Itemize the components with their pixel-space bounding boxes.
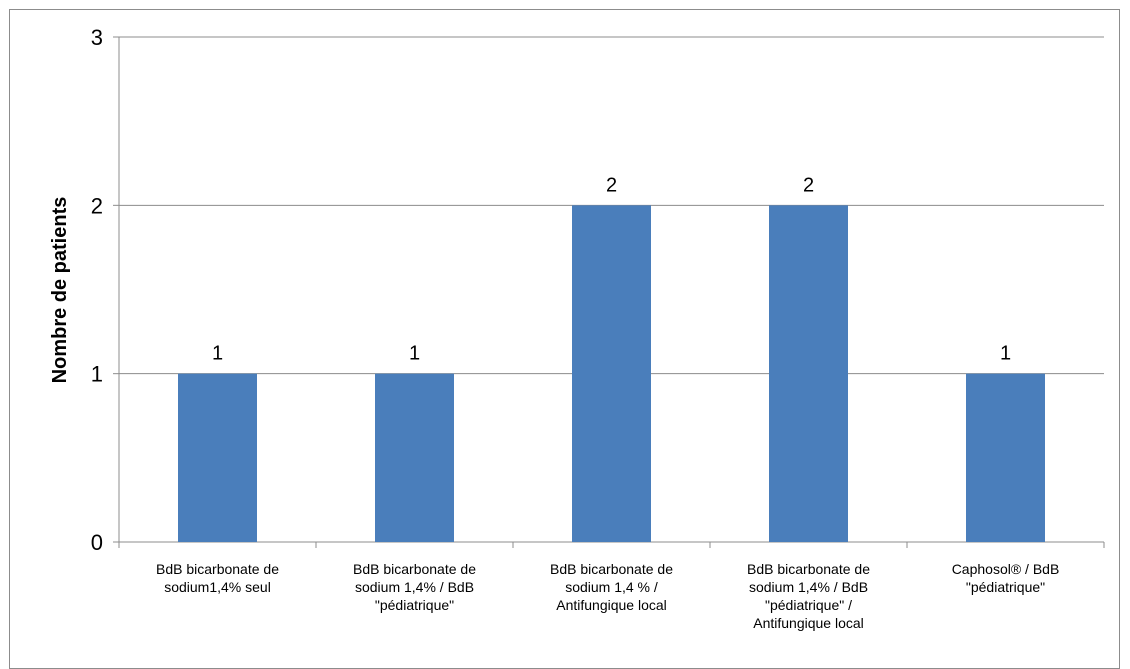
x-tick-label: BdB bicarbonate de (747, 561, 870, 577)
y-tick-label: 2 (91, 193, 103, 218)
x-tick-label: BdB bicarbonate de (156, 561, 279, 577)
x-tick-label: BdB bicarbonate de (550, 561, 673, 577)
bar (375, 373, 454, 542)
data-label: 1 (1000, 343, 1011, 365)
bar (769, 205, 848, 543)
data-label: 1 (212, 343, 223, 365)
x-tick-label: sodium1,4% seul (164, 579, 271, 595)
y-tick-label: 0 (91, 530, 103, 555)
x-tick-labels: BdB bicarbonate de sodium1,4% seul BdB bic… (156, 561, 1059, 631)
data-label: 1 (409, 343, 420, 365)
bar (178, 373, 257, 542)
chart-frame (9, 9, 1120, 669)
x-tick-label: Caphosol® / BdB (952, 561, 1060, 577)
data-label: 2 (606, 174, 617, 196)
x-tick-label: sodium 1,4% / BdB (749, 579, 868, 595)
x-tick-label: "pédiatrique" (966, 579, 1045, 595)
x-tick-label: BdB bicarbonate de (353, 561, 476, 577)
bars (178, 205, 1045, 543)
y-tick-labels: 0 1 2 3 (91, 25, 103, 555)
y-tick-label: 3 (91, 25, 103, 50)
data-labels: 1 1 2 2 1 (212, 174, 1011, 364)
bar-chart: 1 1 2 2 1 0 1 2 3 BdB bicarbonate de sodium1,4% … (49, 25, 1105, 631)
x-tick-label: Antifungique local (753, 615, 864, 631)
x-tick-label: sodium 1,4% / BdB (355, 579, 474, 595)
bar (966, 373, 1045, 542)
x-tick-label: "pédiatrique" (375, 597, 454, 613)
bar (572, 205, 651, 543)
data-label: 2 (803, 174, 814, 196)
x-tick-label: Antifungique local (556, 597, 667, 613)
x-tick-label: "pédiatrique" / (765, 597, 852, 613)
x-tick-label: sodium 1,4 % / (565, 579, 658, 595)
y-axis-title: Nombre de patients (49, 197, 71, 384)
y-tick-label: 1 (91, 362, 103, 387)
